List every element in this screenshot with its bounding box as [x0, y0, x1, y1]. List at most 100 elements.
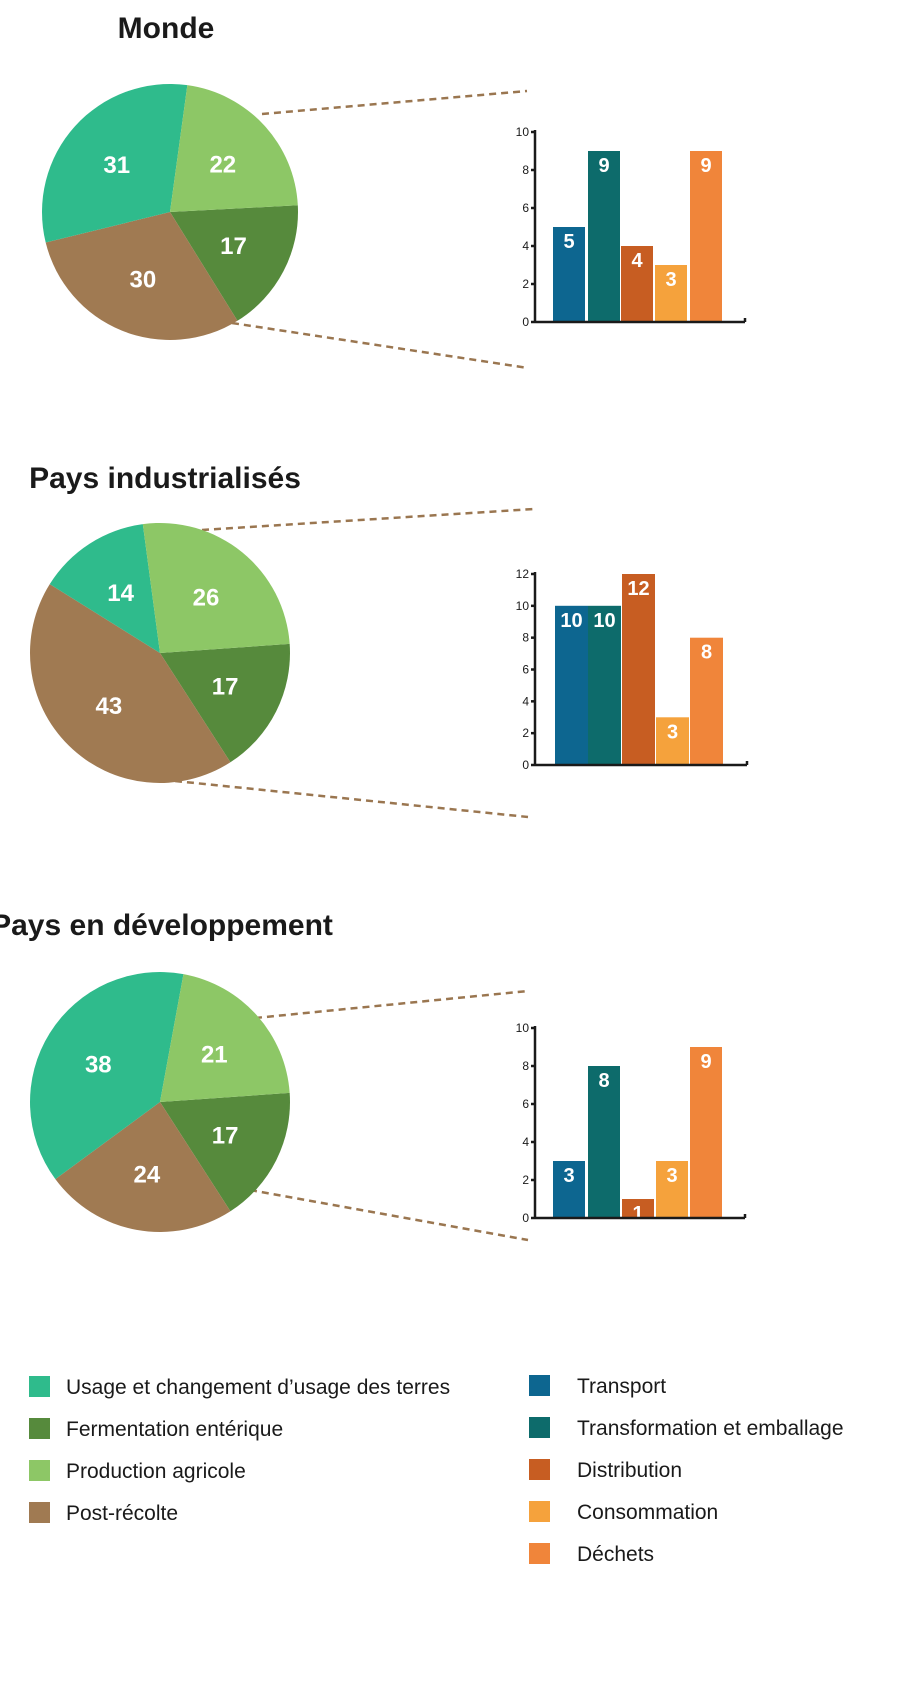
bar-value-label: 9: [700, 155, 711, 177]
pie-slice-enteric: [160, 1092, 290, 1212]
pie-slice-land_use: [30, 972, 184, 1180]
pie-slice-post: [45, 212, 238, 341]
bar-distribution: [621, 246, 653, 322]
pie-chart: 17 43 14 26: [29, 522, 290, 783]
pie-slice-land_use: [41, 83, 188, 243]
bar-value-label: 3: [563, 1165, 574, 1187]
bar-processing: [588, 605, 621, 765]
legend-swatch-consumption: [529, 1501, 550, 1522]
y-tick-label: 6: [522, 1097, 529, 1111]
bar-consumption: [655, 265, 687, 322]
pie-slice-label: 38: [85, 1051, 112, 1078]
chart-panel: Pays industrialisés 17 43 14 26 10 10 12 3 8 0 2 4 6 8…: [29, 462, 749, 819]
pie-slice-post: [29, 584, 231, 783]
legend-label-consumption: Consommation: [577, 1501, 718, 1524]
pie-slice-label: 24: [134, 1162, 161, 1189]
bar-waste: [690, 637, 723, 765]
legend-label-distribution: Distribution: [577, 1459, 682, 1482]
bar-value-label: 5: [563, 231, 574, 253]
legend-swatch-agri: [29, 1460, 50, 1481]
bar-value-label: 3: [665, 269, 676, 291]
zoom-connector-top: [254, 989, 529, 1020]
y-tick-label: 12: [516, 567, 530, 581]
pie-slice-enteric: [170, 205, 298, 321]
legend-swatch-waste: [529, 1543, 550, 1564]
y-tick-label: 2: [522, 277, 529, 291]
pie-slice-label: 43: [96, 693, 123, 720]
pie-slice-label: 30: [130, 266, 157, 293]
y-tick-label: 2: [522, 726, 529, 740]
bar-transport: [553, 227, 585, 322]
bar-value-label: 1: [632, 1203, 643, 1225]
pie-slice-enteric: [160, 643, 290, 763]
bar-processing: [588, 151, 620, 322]
bar-value-label: 10: [560, 610, 582, 632]
zoom-connector-bottom: [249, 1188, 529, 1242]
bar-consumption: [656, 717, 689, 766]
bar-waste: [690, 1047, 722, 1218]
y-tick-label: 10: [516, 1021, 530, 1035]
pie-slice-label: 21: [201, 1042, 228, 1069]
zoom-connector-bottom: [174, 779, 529, 819]
legend-label-processing: Transformation et emballage: [577, 1417, 844, 1440]
legend-swatch-processing: [529, 1417, 550, 1438]
bar-distribution: [622, 1199, 654, 1218]
bar-value-label: 10: [593, 610, 615, 632]
bar-value-label: 3: [667, 721, 678, 743]
pie-slice-post: [55, 1102, 231, 1232]
chart-title: Pays en développement: [0, 909, 333, 942]
y-tick-label: 6: [522, 201, 529, 215]
pie-chart: 17 30 31 22: [41, 83, 298, 341]
y-tick-label: 4: [522, 694, 529, 708]
zoom-connector-top: [261, 89, 528, 116]
legend: Usage et changement d’usage des terres Fe…: [29, 1375, 844, 1566]
zoom-connector-bottom: [231, 321, 529, 370]
pie-slice-agri: [142, 522, 290, 653]
zoom-connector-top: [201, 507, 535, 532]
y-tick-label: 0: [522, 315, 529, 329]
bar-value-label: 9: [598, 155, 609, 177]
legend-label-agri: Production agricole: [66, 1460, 246, 1483]
legend-swatch-transport: [529, 1375, 550, 1396]
legend-label-land_use: Usage et changement d’usage des terres: [66, 1376, 450, 1399]
legend-label-transport: Transport: [577, 1375, 666, 1398]
legend-label-enteric: Fermentation entérique: [66, 1418, 283, 1441]
bar-processing: [588, 1066, 620, 1218]
bar-waste: [690, 151, 722, 322]
chart-title: Monde: [118, 12, 215, 45]
y-tick-label: 8: [522, 1059, 529, 1073]
pie-slice-label: 22: [209, 152, 236, 179]
y-tick-label: 4: [522, 239, 529, 253]
bar-consumption: [656, 1161, 688, 1218]
pie-chart: 17 24 38 21: [30, 972, 290, 1232]
y-tick-label: 2: [522, 1173, 529, 1187]
pie-slice-agri: [160, 974, 290, 1102]
y-tick-label: 0: [522, 1211, 529, 1225]
bar-value-label: 8: [701, 642, 712, 664]
bar-value-label: 3: [666, 1165, 677, 1187]
pie-slice-label: 14: [107, 580, 134, 607]
pie-slice-agri: [170, 85, 298, 212]
legend-label-waste: Déchets: [577, 1543, 654, 1566]
legend-swatch-land_use: [29, 1376, 50, 1397]
y-tick-label: 10: [516, 125, 530, 139]
legend-swatch-post: [29, 1502, 50, 1523]
bar-distribution: [622, 574, 655, 765]
pie-slice-land_use: [49, 524, 160, 653]
bar-value-label: 4: [631, 250, 643, 272]
bar-value-label: 9: [700, 1051, 711, 1073]
y-tick-label: 10: [516, 599, 530, 613]
y-tick-label: 0: [522, 758, 529, 772]
y-tick-label: 8: [522, 631, 529, 645]
y-tick-label: 6: [522, 663, 529, 677]
legend-swatch-enteric: [29, 1418, 50, 1439]
bar-chart: 10 10 12 3 8 0 2 4 6 8 10 12: [516, 567, 749, 772]
bar-transport: [553, 1161, 585, 1218]
y-tick-label: 4: [522, 1135, 529, 1149]
legend-label-post: Post-récolte: [66, 1502, 178, 1525]
